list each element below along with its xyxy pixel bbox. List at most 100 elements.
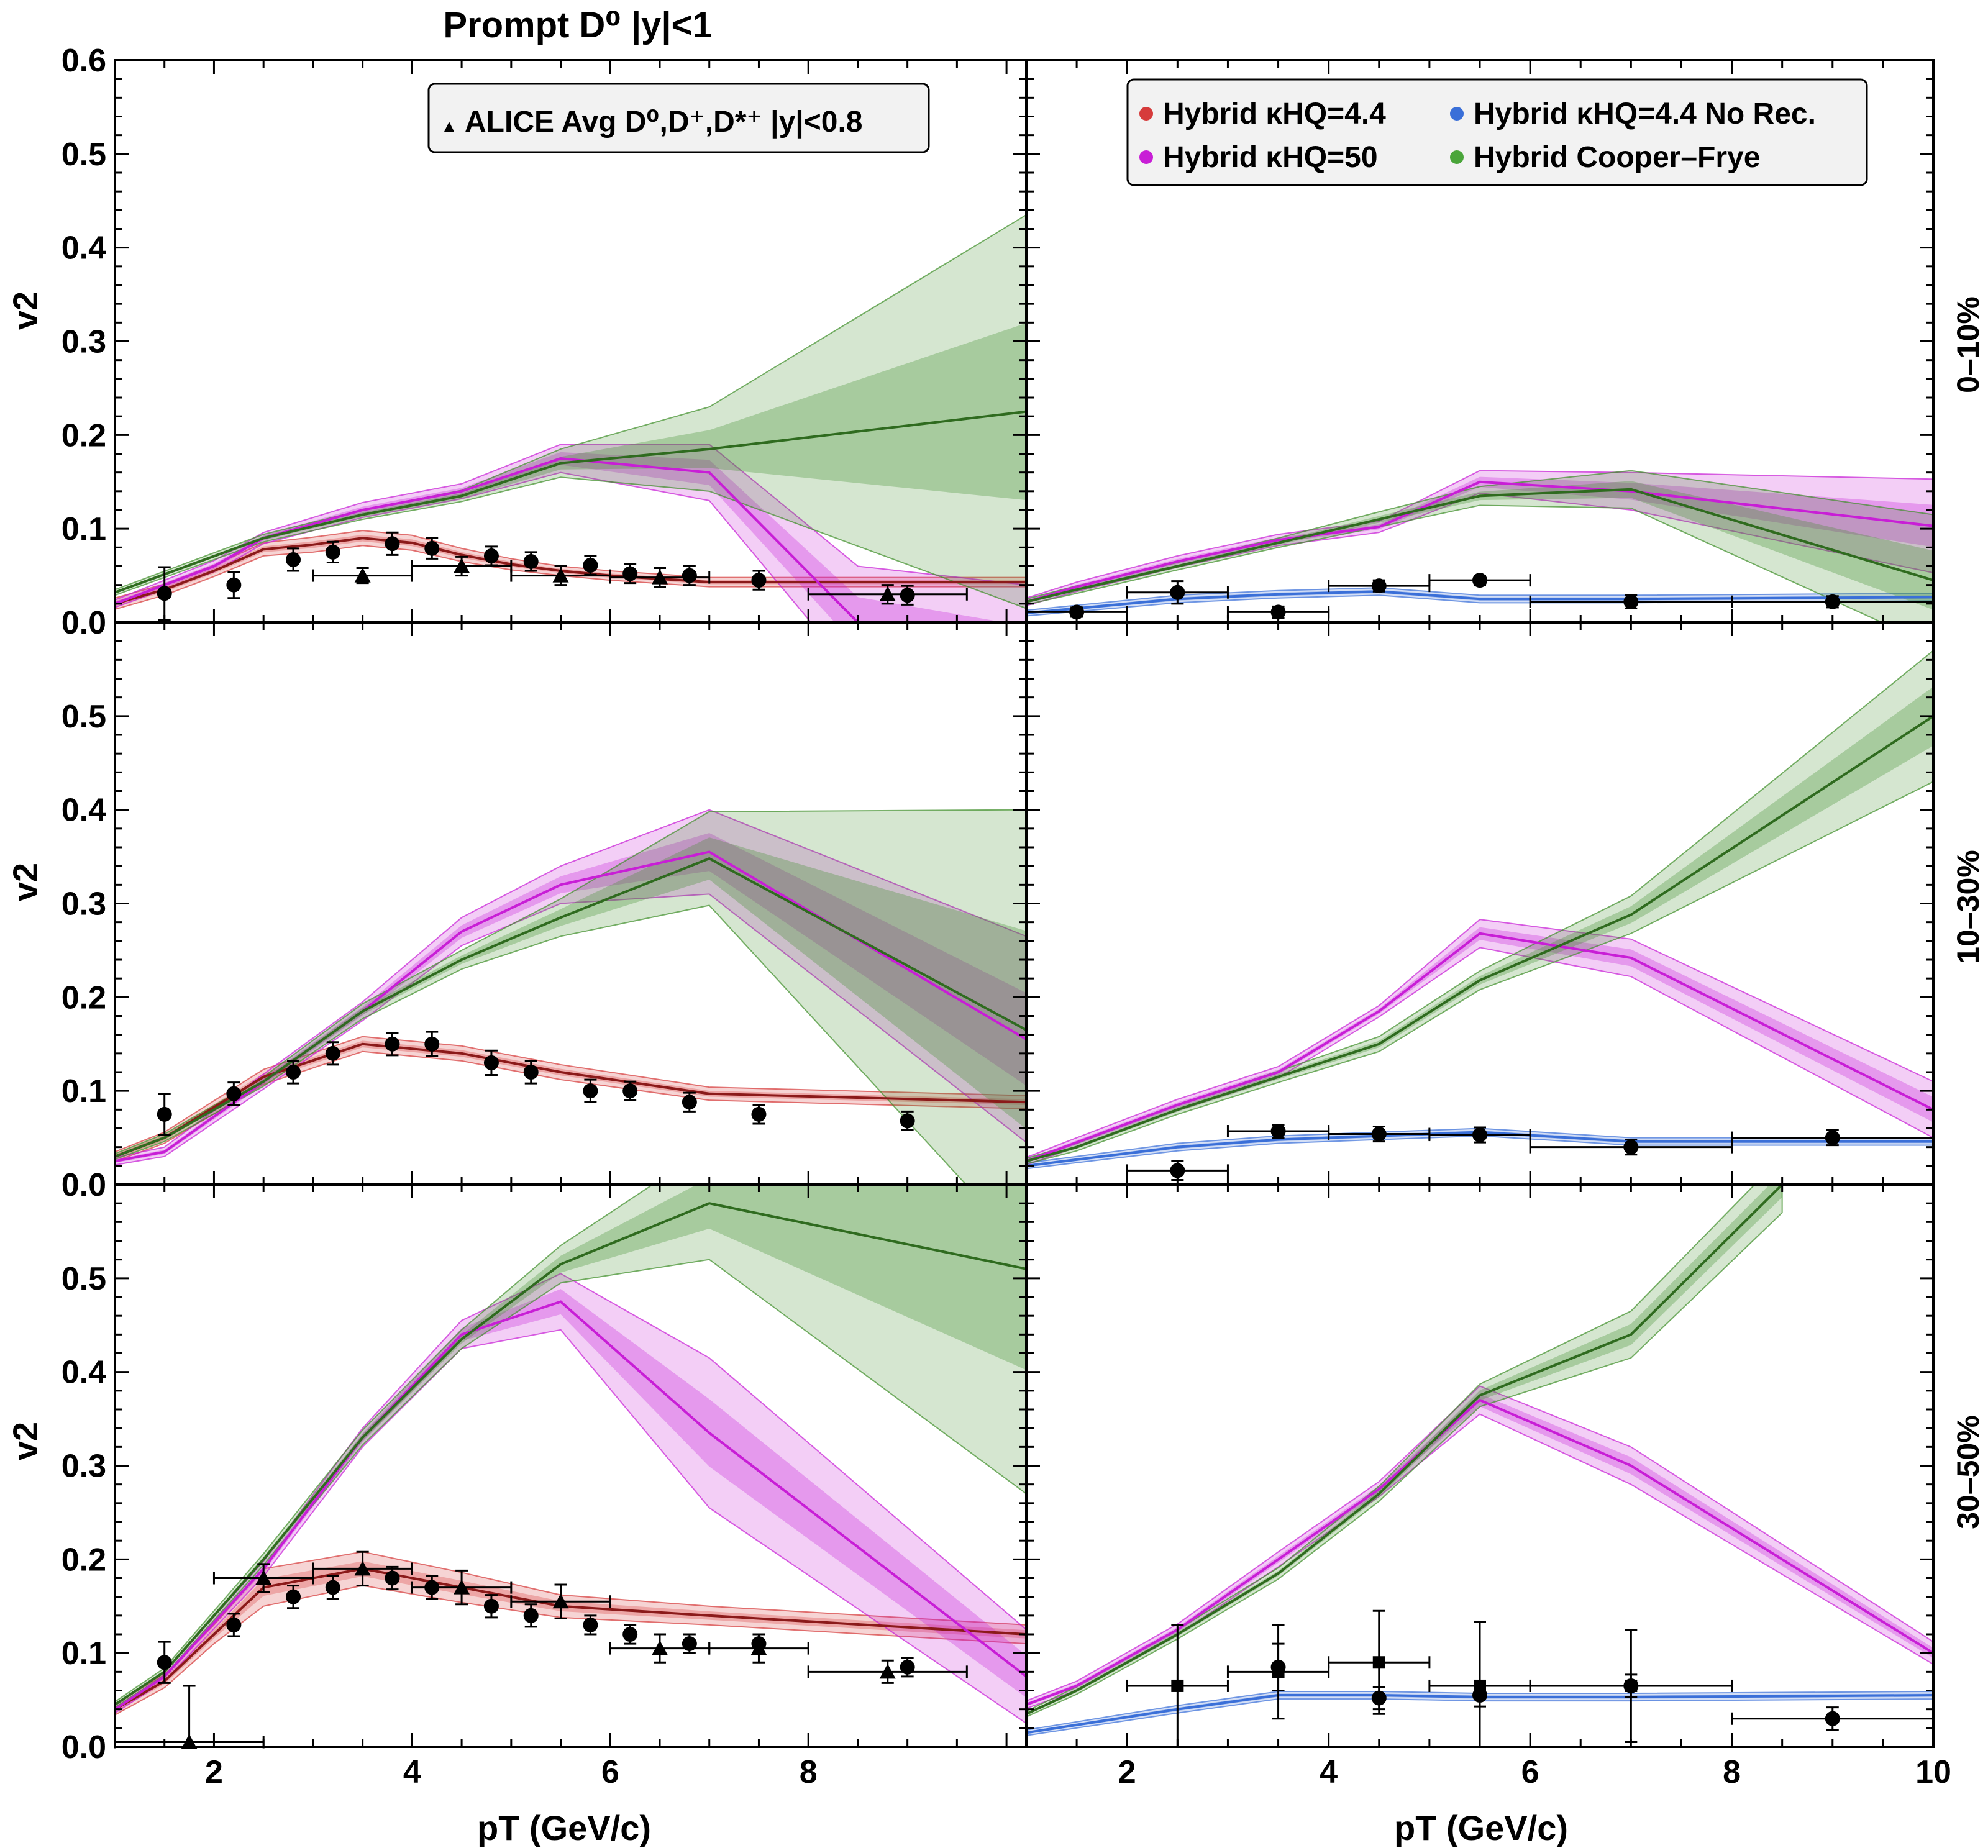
text-labels: 0.0 0.1 0.2 0.3 0.4 0.5 0.6 2 4 6 8 2 4 6 8 10 0.0 0.1 0.2… (62, 43, 1951, 1790)
band-hybrid-hq-50 (115, 1273, 1026, 1724)
data-point-circle (1623, 594, 1639, 609)
bands-30-50-left (115, 1185, 1026, 1724)
figure-title: Prompt D⁰ |y|<1 (443, 5, 712, 45)
band-inner-hybrid-hq-4-4 (115, 1040, 1026, 1159)
points-0-10-left (157, 531, 968, 621)
y-tick-label: 0.1 (62, 511, 106, 547)
curve-hybrid-hq-50 (1026, 1398, 1933, 1706)
y-tick-label: 0.0 (62, 605, 106, 641)
data-point-circle (622, 1627, 638, 1642)
data-point-circle (1270, 604, 1286, 620)
curve-hybrid-cooper-frye (115, 857, 1026, 1158)
data-point-circle (157, 586, 172, 601)
band-hybrid-hq-4-4-no-rec- (1026, 1691, 1933, 1736)
legend-dot-magenta-icon (1139, 150, 1153, 164)
band-hybrid-hq-50 (115, 444, 1026, 622)
legend-alice-label: ALICE Avg D⁰,D⁺,D*⁺ |y|<0.8 (465, 106, 862, 139)
data-point-triangle (354, 1560, 371, 1576)
data-point-circle (1825, 1711, 1840, 1726)
band-hybrid-hq-50 (115, 809, 1026, 1166)
data-point-circle (1623, 1139, 1639, 1155)
data-point-square (1171, 1679, 1184, 1692)
x-tick-label: 6 (601, 1754, 619, 1790)
curve-hybrid-cooper-frye (115, 1202, 1026, 1706)
y-tick-label: 0.2 (62, 1542, 106, 1578)
y-axis-title-bottom: v2 (6, 1422, 45, 1460)
legend-dot-red-icon (1139, 107, 1153, 121)
y-tick-label: 0.1 (62, 1073, 106, 1109)
band-inner-hybrid-cooper-frye (1026, 1185, 1782, 1716)
curve-hybrid-cooper-frye (115, 410, 1026, 594)
data-point-circle (385, 536, 400, 552)
band-inner-hybrid-hq-50 (1026, 476, 1933, 604)
band-inner-hybrid-cooper-frye (115, 837, 1026, 1158)
band-inner-hybrid-hq-50 (115, 832, 1026, 1163)
x-tick-label: 6 (1521, 1754, 1539, 1790)
data-point-circle (286, 1589, 301, 1604)
y-tick-label: 0.1 (62, 1636, 106, 1672)
data-point-circle (523, 1608, 539, 1623)
data-point-triangle (454, 1579, 470, 1595)
curve-hybrid-hq-50 (115, 1300, 1026, 1711)
legend-hybrid-box (1126, 78, 1868, 186)
data-point-circle (1270, 1124, 1286, 1139)
data-point-circle (682, 1636, 697, 1652)
data-point-circle (583, 557, 598, 573)
data-point-circle (226, 1617, 242, 1632)
y-tick-label: 0.5 (62, 1261, 106, 1297)
data-points (114, 531, 1935, 1749)
data-point-circle (751, 573, 767, 588)
legend-item-hybrid-50: Hybrid κHQ=50 (1163, 141, 1378, 174)
data-point-circle (325, 544, 340, 560)
data-point-circle (424, 540, 440, 556)
band-hybrid-cooper-frye (115, 1185, 1026, 1708)
data-point-circle (157, 1106, 172, 1122)
band-inner-hybrid-hq-4-4 (115, 534, 1026, 606)
data-point-circle (900, 588, 915, 603)
bands-0-10-left (115, 214, 1026, 622)
data-point-circle (583, 1083, 598, 1099)
panel-frames (114, 59, 1935, 1748)
data-point-circle (523, 553, 539, 569)
data-point-circle (1472, 1688, 1487, 1703)
curve-hybrid-cooper-frye (1026, 488, 1933, 603)
x-tick-label: 8 (1723, 1754, 1741, 1790)
data-point-circle (523, 1065, 539, 1080)
centrality-label-30-50: 30–50% (1951, 1415, 1986, 1529)
points-30-50-right (1126, 1609, 1935, 1747)
x-axis-title-left: pT (GeV/c) (477, 1808, 651, 1847)
data-point-circle (226, 1086, 242, 1101)
y-tick-label: 0.4 (62, 1355, 106, 1391)
data-point-circle (1472, 573, 1487, 588)
bands-10-30-right (1026, 649, 1933, 1170)
y-tick-label: 0.6 (62, 43, 106, 79)
y-axis-title-top: v2 (6, 291, 45, 330)
legend-item-hybrid-44: Hybrid κHQ=4.4 (1163, 98, 1386, 130)
data-point-triangle (652, 569, 668, 585)
data-point-circle (751, 1106, 767, 1122)
band-inner-hybrid-cooper-frye (115, 1185, 1026, 1706)
x-tick-label: 4 (1320, 1754, 1338, 1790)
legend-item-cooper-frye: Hybrid Cooper–Frye (1474, 141, 1760, 174)
data-point-circle (483, 548, 499, 563)
data-point-triangle (552, 567, 569, 583)
data-point-circle (1170, 585, 1185, 600)
data-point-circle (900, 1113, 915, 1129)
y-tick-label: 0.3 (62, 886, 106, 922)
data-point-circle (900, 1659, 915, 1675)
data-point-circle (622, 566, 638, 581)
y-tick-label: 0.5 (62, 699, 106, 735)
data-point-triangle (652, 1640, 668, 1655)
y-tick-label: 0.5 (62, 137, 106, 173)
legend-dot-blue-icon (1450, 107, 1464, 121)
data-point-circle (1623, 1678, 1639, 1693)
data-point-circle (583, 1617, 598, 1632)
x-tick-label: 8 (800, 1754, 818, 1790)
y-tick-label: 0.2 (62, 980, 106, 1016)
data-point-circle (226, 577, 242, 593)
points-10-30-right (1126, 1123, 1935, 1181)
curve-hybrid-cooper-frye (1026, 1185, 1784, 1716)
data-point-circle (1825, 1130, 1840, 1145)
x-axis-title-right: pT (GeV/c) (1394, 1808, 1568, 1847)
